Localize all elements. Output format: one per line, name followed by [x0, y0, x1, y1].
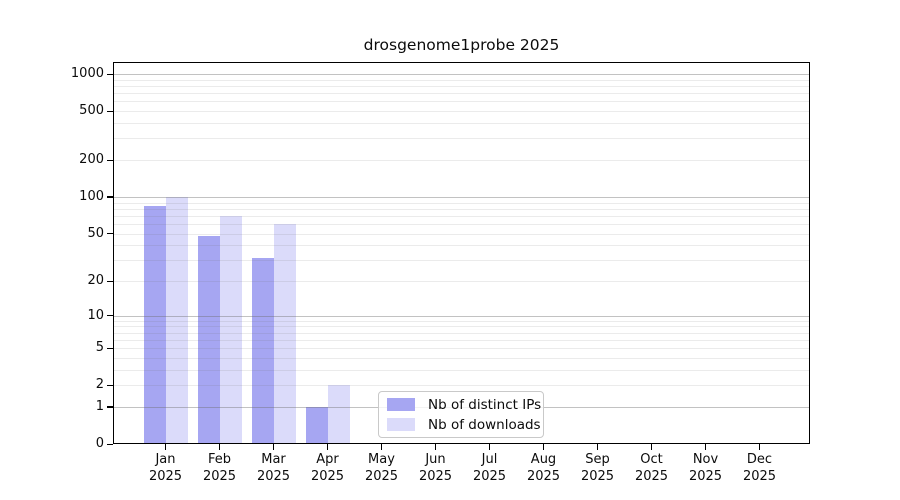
chart-title: drosgenome1probe 2025 [363, 36, 560, 54]
y-tick-label-50: 50 [87, 225, 104, 241]
legend: Nb of distinct IPs Nb of downloads [378, 391, 544, 438]
x-tick-jan [164, 444, 167, 450]
bar-feb-ips [197, 235, 220, 444]
y-tick-label-0: 0 [95, 436, 104, 451]
x-tick-may [380, 444, 383, 450]
y-tick-label-5: 5 [95, 340, 104, 356]
y-tick-label-1000: 1000 [70, 66, 104, 81]
x-tick-label-apr: Apr 2025 [310, 452, 345, 484]
legend-label-downloads: Nb of downloads [428, 416, 541, 433]
legend-swatch-downloads [387, 418, 415, 431]
y-tick-label-10: 10 [87, 307, 104, 323]
y-tick-label-20: 20 [87, 273, 104, 288]
y-tick-label-100: 100 [79, 188, 104, 204]
bar-jan-downloads [165, 196, 188, 444]
x-tick-feb [218, 444, 221, 450]
x-tick-nov [704, 444, 707, 450]
x-tick-label-sep: Sep 2025 [580, 452, 615, 484]
x-tick-label-mar: Mar 2025 [256, 452, 291, 484]
x-tick-label-may: May 2025 [364, 452, 399, 484]
bar-mar-downloads [273, 223, 296, 444]
x-tick-jun [434, 444, 437, 450]
x-tick-jul [488, 444, 491, 450]
x-tick-mar [272, 444, 275, 450]
legend-item-downloads: Nb of downloads [387, 416, 543, 434]
legend-item-distinct-ips: Nb of distinct IPs [387, 396, 543, 414]
bar-apr-ips [305, 406, 328, 444]
y-tick-label-2: 2 [95, 377, 104, 393]
legend-swatch-distinct-ips [387, 398, 415, 411]
y-tick-label-200: 200 [79, 152, 104, 167]
bar-feb-downloads [219, 215, 242, 444]
legend-label-distinct-ips: Nb of distinct IPs [428, 396, 542, 413]
bar-mar-ips [251, 258, 274, 444]
x-tick-label-nov: Nov 2025 [688, 452, 723, 484]
x-tick-label-aug: Aug 2025 [526, 452, 561, 484]
x-tick-apr [326, 444, 329, 450]
x-tick-sep [596, 444, 599, 450]
y-tick-label-1: 1 [95, 398, 104, 414]
x-tick-label-jan: Jan 2025 [148, 452, 183, 484]
x-tick-label-feb: Feb 2025 [202, 452, 237, 484]
bars-layer [113, 62, 810, 444]
x-tick-label-dec: Dec 2025 [742, 452, 777, 484]
x-tick-label-jul: Jul 2025 [472, 452, 507, 484]
x-tick-label-jun: Jun 2025 [418, 452, 453, 484]
y-tick-label-500: 500 [79, 103, 104, 119]
x-tick-oct [650, 444, 653, 450]
plot-area [113, 62, 810, 444]
bar-apr-downloads [327, 385, 350, 444]
x-tick-aug [542, 444, 545, 450]
x-tick-label-oct: Oct 2025 [634, 452, 669, 484]
bar-jan-ips [143, 205, 166, 444]
x-tick-dec [758, 444, 761, 450]
